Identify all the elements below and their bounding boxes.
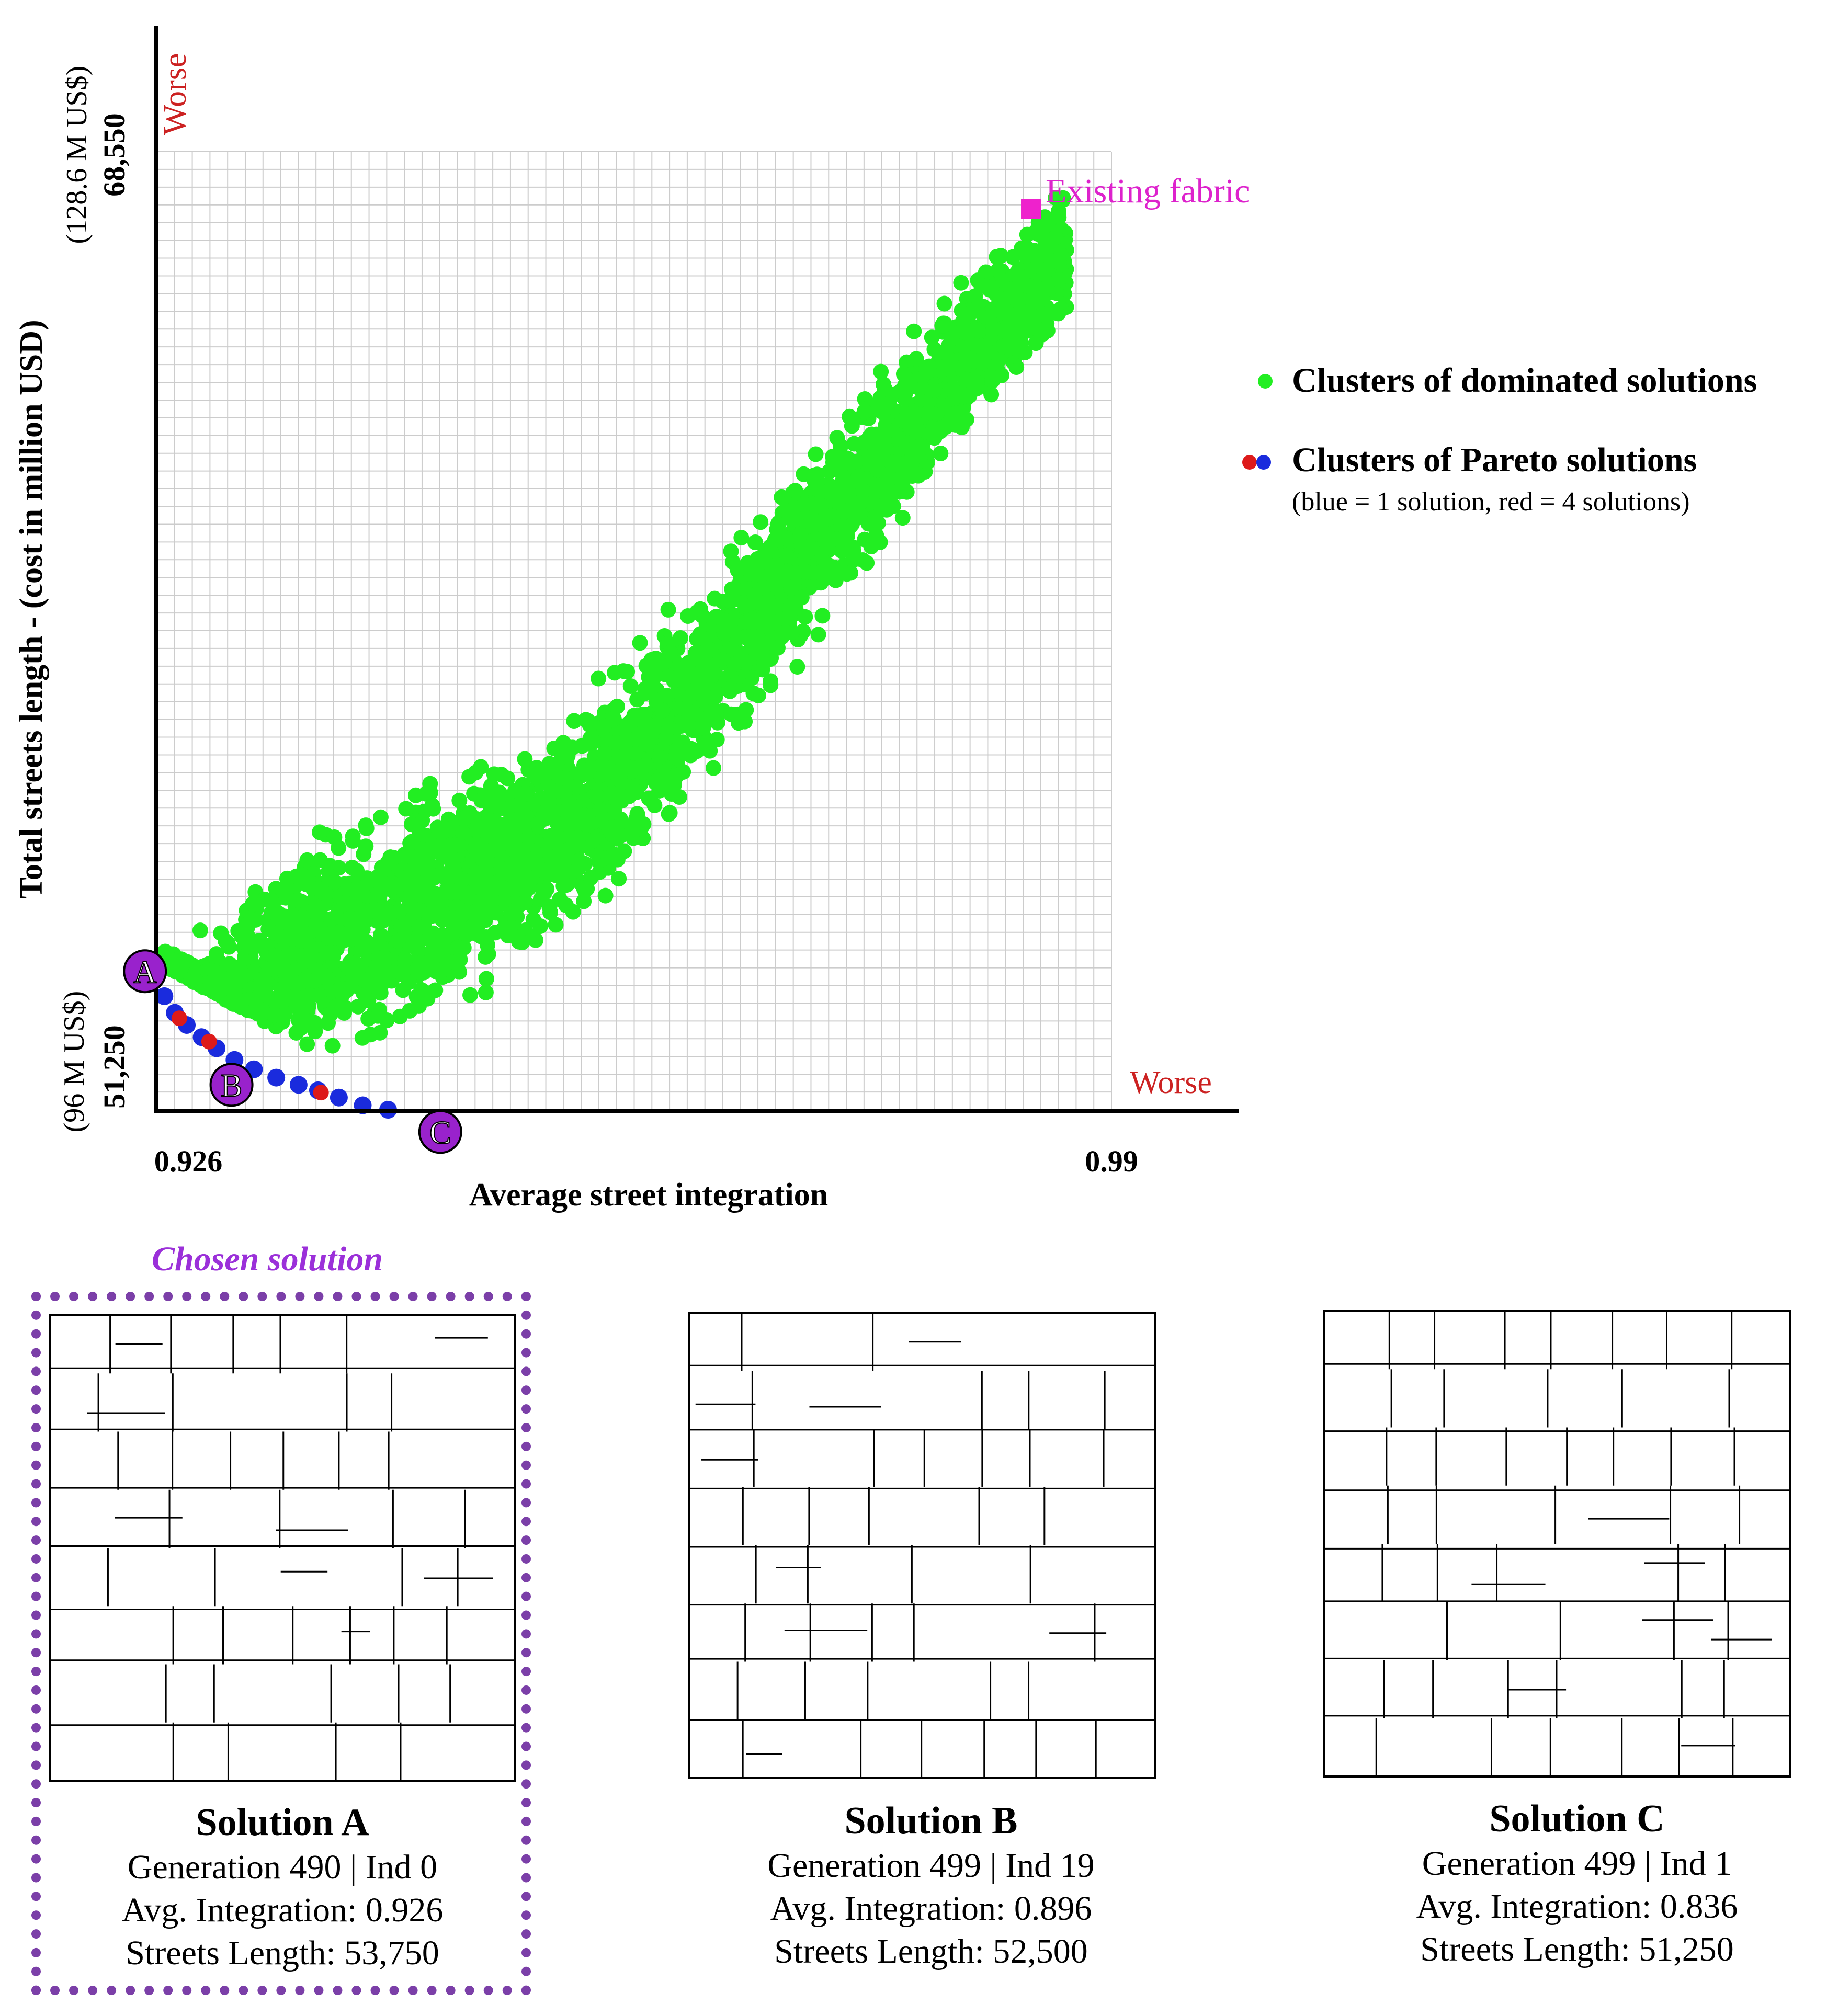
dominated-point: [810, 627, 826, 643]
solution-a-length: Streets Length: 53,750: [126, 1934, 439, 1972]
dominated-point: [953, 275, 969, 291]
dominated-point: [894, 510, 911, 526]
solution-a-info: Solution A Generation 490 | Ind 0 Avg. I…: [47, 1799, 518, 1975]
dominated-point: [345, 828, 361, 845]
dominated-point: [753, 514, 769, 530]
dominated-point: [591, 670, 607, 687]
solution-b-integration: Avg. Integration: 0.896: [770, 1889, 1092, 1928]
dominated-point: [451, 792, 468, 808]
solution-b-generation: Generation 499 | Ind 19: [767, 1847, 1095, 1885]
dominated-point: [462, 987, 479, 1003]
solution-b-info: Solution B Generation 499 | Ind 19 Avg. …: [696, 1797, 1166, 1973]
solution-a-title: Solution A: [196, 1801, 369, 1844]
solution-b-length: Streets Length: 52,500: [774, 1932, 1088, 1971]
solution-c-info: Solution C Generation 499 | Ind 1 Avg. I…: [1342, 1795, 1812, 1971]
dominated-point: [559, 876, 575, 893]
dominated-point: [1048, 190, 1064, 206]
dominated-point: [706, 760, 722, 776]
dominated-point: [989, 249, 1005, 265]
solution-a-integration: Avg. Integration: 0.926: [121, 1891, 444, 1929]
chosen-solution-label: Chosen solution: [152, 1240, 383, 1278]
solution-c-integration: Avg. Integration: 0.836: [1416, 1887, 1738, 1926]
dominated-point: [680, 608, 696, 624]
dominated-point: [829, 430, 845, 446]
solution-c-length: Streets Length: 51,250: [1420, 1930, 1734, 1968]
dominated-point: [548, 917, 564, 933]
dominated-point: [632, 635, 648, 651]
dominated-point: [936, 295, 952, 312]
dominated-point: [358, 820, 375, 836]
solution-b-plan: [688, 1312, 1156, 1779]
dominated-point: [933, 445, 949, 461]
plan-boundary: [688, 1312, 1156, 1779]
dominated-points: [157, 190, 1074, 1054]
solution-c-title: Solution C: [1489, 1797, 1665, 1840]
solution-c-generation: Generation 499 | Ind 1: [1422, 1844, 1732, 1883]
solution-c-plan: [1323, 1310, 1791, 1778]
dominated-point: [500, 770, 516, 787]
dominated-point: [622, 678, 639, 694]
chart-grid: [156, 151, 1112, 1110]
scatter-chart: Worse Worse 68,550 (128.6 M US$) 51,250 …: [14, 26, 1250, 1213]
solution-b-title: Solution B: [844, 1799, 1018, 1842]
dominated-point: [660, 601, 676, 618]
solution-a-generation: Generation 490 | Ind 0: [127, 1848, 438, 1886]
dominated-point: [723, 543, 739, 560]
